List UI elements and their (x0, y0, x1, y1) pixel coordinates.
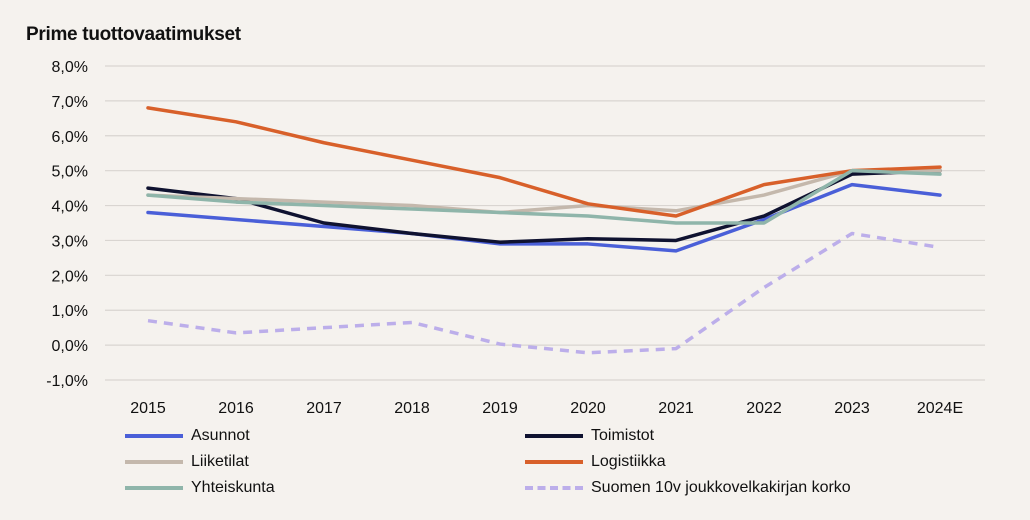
x-tick-label: 2020 (570, 400, 606, 417)
legend-swatch (125, 460, 183, 464)
series-line-asunnot (146, 182, 942, 253)
series-line-liiketilat (146, 168, 942, 215)
legend-swatch (525, 434, 583, 438)
y-tick-label: 5,0% (52, 164, 88, 181)
legend-label: Toimistot (591, 427, 655, 444)
legend-label: Yhteiskunta (191, 479, 275, 496)
legend-swatch (525, 486, 583, 490)
series-line-yhteiskunta (146, 168, 942, 225)
y-tick-label: 7,0% (52, 94, 88, 111)
legend-item: Yhteiskunta (125, 479, 275, 497)
legend-label: Liiketilat (191, 453, 249, 470)
legend-item: Suomen 10v joukkovelkakirjan korko (525, 479, 851, 497)
y-tick-label: 2,0% (52, 268, 88, 285)
legend-label: Asunnot (191, 427, 250, 444)
x-tick-label: 2021 (658, 400, 694, 417)
legend-label: Logistiikka (591, 453, 666, 470)
chart-title: Prime tuottovaatimukset (26, 24, 241, 45)
x-tick-label: 2019 (482, 400, 518, 417)
y-tick-label: 0,0% (52, 338, 88, 355)
legend-item: Liiketilat (125, 453, 249, 471)
y-tick-label: 8,0% (52, 59, 88, 76)
y-tick-label: 4,0% (52, 199, 88, 216)
x-tick-label: 2024E (917, 400, 963, 417)
x-tick-label: 2018 (394, 400, 430, 417)
x-tick-label: 2023 (834, 400, 870, 417)
x-tick-label: 2016 (218, 400, 254, 417)
legend-swatch (125, 486, 183, 490)
legend-item: Logistiikka (525, 453, 666, 471)
y-tick-label: 1,0% (52, 303, 88, 320)
x-tick-label: 2022 (746, 400, 782, 417)
y-tick-label: 6,0% (52, 129, 88, 146)
y-tick-label: 3,0% (52, 233, 88, 250)
x-tick-label: 2017 (306, 400, 342, 417)
legend-swatch (525, 460, 583, 464)
y-tick-label: -1,0% (46, 373, 88, 390)
series-line-toimistot (146, 168, 942, 244)
x-tick-label: 2015 (130, 400, 166, 417)
legend-item: Toimistot (525, 427, 654, 445)
legend-swatch (125, 434, 183, 438)
series-line-logistiikka (146, 106, 942, 218)
legend-label: Suomen 10v joukkovelkakirjan korko (591, 479, 851, 496)
legend-item: Asunnot (125, 427, 250, 445)
series-line-suomen-10v-joukkovelkakirjan-korko (147, 231, 941, 355)
